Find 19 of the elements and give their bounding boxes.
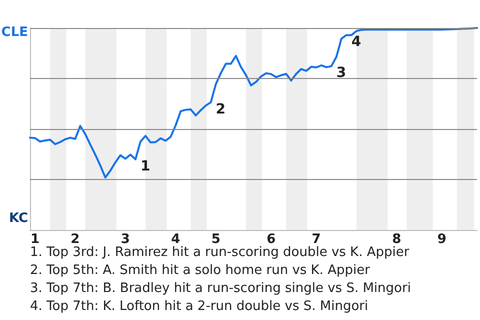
text: 2. Top 5th: A. Smith hit a solo home run vs K. Appier: [30, 263, 371, 278]
text: CLE: [1, 25, 28, 40]
annotation: 3: [336, 65, 346, 82]
x-tick-label: 3: [120, 232, 130, 247]
text: 1. Top 3rd: J. Ramirez hit a run-scoring double vs K. Appier: [30, 245, 410, 260]
x-tick-label: 1: [30, 232, 40, 247]
text: 3. Top 7th: B. Bradley hit a run-scoring single vs S. Mingori: [30, 281, 411, 296]
text: KC: [8, 211, 28, 226]
annotation: 2: [216, 101, 226, 118]
text: 4. Top 7th: K. Lofton hit a 2-run double vs S. Mingori: [30, 299, 368, 314]
x-tick-label: 7: [312, 232, 321, 247]
x-tick-label: 2: [70, 232, 80, 247]
annotation: 4: [351, 34, 362, 50]
x-tick-label: 4: [171, 232, 180, 247]
x-tick-label: 8: [392, 232, 402, 247]
x-tick-label: 5: [211, 232, 220, 247]
annotation: 1: [140, 158, 150, 174]
x-tick-label: 6: [266, 232, 276, 247]
x-tick-label: 9: [437, 232, 446, 247]
